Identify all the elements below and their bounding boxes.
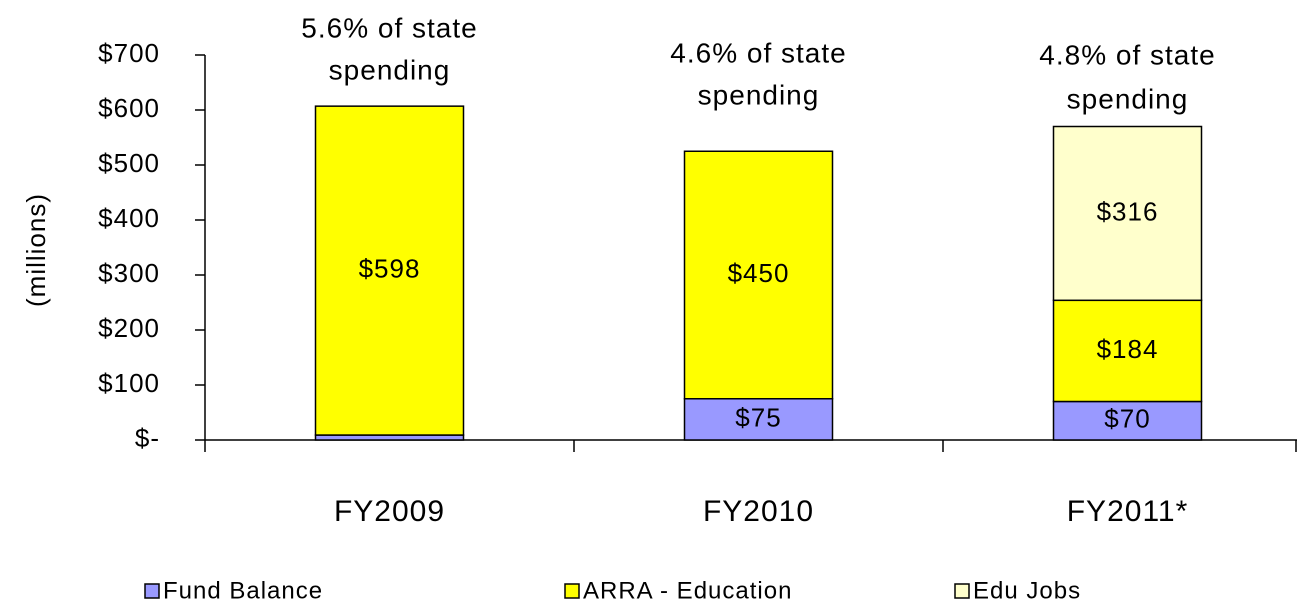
annotation: 4.8% of state bbox=[1039, 39, 1215, 70]
y-tick-label: $100 bbox=[98, 368, 160, 398]
bar-segment bbox=[314, 105, 465, 436]
value-label: $75 bbox=[735, 402, 781, 432]
y-axis-label: (millions) bbox=[21, 193, 51, 307]
value-label: $598 bbox=[359, 253, 421, 283]
annotation: spending bbox=[1067, 83, 1189, 114]
value-label: $70 bbox=[1104, 404, 1150, 434]
y-tick-label: $- bbox=[135, 423, 160, 453]
annotation: spending bbox=[329, 54, 451, 85]
legend-swatch bbox=[954, 583, 970, 599]
legend-label: Edu Jobs bbox=[973, 577, 1081, 604]
bar-segment bbox=[1052, 125, 1203, 302]
annotation: spending bbox=[698, 79, 820, 110]
legend-label: ARRA - Education bbox=[583, 577, 792, 604]
x-tick-label: FY2011* bbox=[1067, 495, 1189, 528]
y-tick-label: $600 bbox=[98, 93, 160, 123]
legend-swatch bbox=[564, 583, 580, 599]
x-tick-label: FY2010 bbox=[703, 495, 814, 528]
value-label: $316 bbox=[1097, 196, 1159, 226]
value-label: $184 bbox=[1097, 334, 1159, 364]
bar-segment bbox=[683, 398, 834, 441]
y-tick-label: $700 bbox=[98, 38, 160, 68]
y-tick-label: $400 bbox=[98, 203, 160, 233]
bar-segment bbox=[1052, 299, 1203, 403]
y-tick-label: $500 bbox=[98, 148, 160, 178]
annotation: 5.6% of state bbox=[301, 12, 477, 43]
legend-swatch bbox=[144, 583, 160, 599]
legend-label: Fund Balance bbox=[163, 577, 323, 604]
bar-segment bbox=[683, 150, 834, 400]
y-tick-label: $200 bbox=[98, 313, 160, 343]
value-label: $450 bbox=[728, 258, 790, 288]
bar-segment bbox=[1052, 400, 1203, 441]
x-tick-label: FY2009 bbox=[334, 495, 445, 528]
y-tick-label: $300 bbox=[98, 258, 160, 288]
annotation: 4.6% of state bbox=[670, 37, 846, 68]
